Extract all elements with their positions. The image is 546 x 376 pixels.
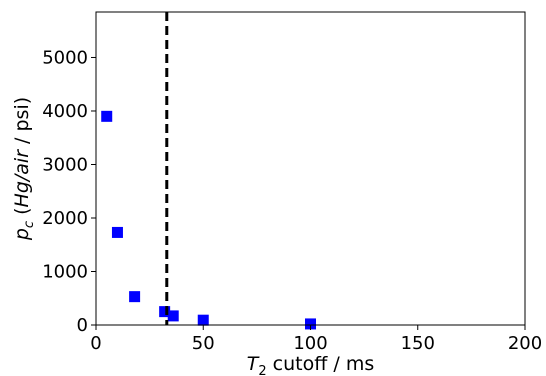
y-tick-label: 4000 (42, 101, 88, 122)
data-point (167, 310, 179, 322)
data-point (129, 291, 141, 303)
y-tick-label: 0 (77, 315, 88, 336)
x-tick-label: 200 (508, 333, 542, 354)
x-tick-label: 50 (192, 333, 215, 354)
y-axis-label: pc (Hg/air / psi) (11, 97, 37, 241)
data-point (305, 318, 316, 330)
plot-frame (95, 11, 526, 326)
y-tick-label: 5000 (42, 47, 88, 68)
x-tick-label: 0 (90, 333, 101, 354)
x-tick-label: 150 (401, 333, 435, 354)
plot-marks (101, 110, 316, 330)
data-point (111, 226, 123, 238)
data-point (159, 306, 171, 318)
y-tick-label: 1000 (42, 261, 88, 282)
y-tick-label: 3000 (42, 154, 88, 175)
data-point (197, 314, 209, 326)
y-axis-ticks: 0 1000 2000 3000 4000 5000 (42, 47, 96, 336)
x-axis-ticks: 0 50 100 150 200 (90, 325, 542, 354)
x-axis-label: T2 cutoff / ms (247, 353, 374, 376)
y-tick-label: 2000 (42, 208, 88, 229)
x-tick-label: 100 (293, 333, 327, 354)
data-point (101, 110, 113, 122)
